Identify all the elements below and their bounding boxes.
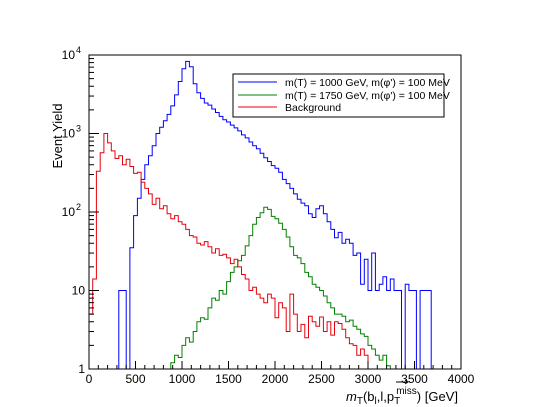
y-tick-exponent: 2 xyxy=(76,202,81,212)
series-line-0 xyxy=(89,60,461,370)
y-tick-label: 1 xyxy=(78,362,85,376)
y-axis-title: Event Yield xyxy=(50,103,65,168)
x-tick-label: 2000 xyxy=(262,372,289,386)
x-tick-label: 0 xyxy=(86,372,93,386)
legend: m(T) = 1000 GeV, m(φ') = 100 MeV m(T) = … xyxy=(232,73,450,118)
p-vector: p xyxy=(387,389,394,404)
x-tick-labels: 0 500 1000 1500 2000 2500 3000 3500 4000 xyxy=(86,372,475,386)
x-tick-label: 1500 xyxy=(215,372,242,386)
x-tick-label: 2500 xyxy=(308,372,335,386)
ticks-layer xyxy=(88,54,462,370)
series-layer xyxy=(88,60,461,370)
y-tick-exponent: 3 xyxy=(76,124,81,134)
x-tick-label: 500 xyxy=(125,372,145,386)
x-axis-title: mT(bl,l,pTmiss) [GeV] xyxy=(346,386,458,407)
x-tick-label: 1000 xyxy=(169,372,196,386)
y-tick-label: 10 xyxy=(62,48,76,62)
y-tick-label: 10 xyxy=(72,284,86,298)
series-line-2 xyxy=(88,133,461,370)
p-vector-arrow xyxy=(396,379,409,385)
y-tick-label: 10 xyxy=(62,205,76,219)
y-tick-label: 10 xyxy=(62,127,76,141)
legend-label-2: Background xyxy=(285,102,341,114)
legend-label-0: m(T) = 1000 GeV, m(φ') = 100 MeV xyxy=(285,77,450,89)
series-line-1 xyxy=(89,206,461,370)
x-tick-label: 3000 xyxy=(355,372,382,386)
y-tick-exponent: 4 xyxy=(76,45,81,55)
legend-label-1: m(T) = 1750 GeV, m(φ') = 100 MeV xyxy=(285,90,450,102)
x-tick-label: 4000 xyxy=(448,372,475,386)
